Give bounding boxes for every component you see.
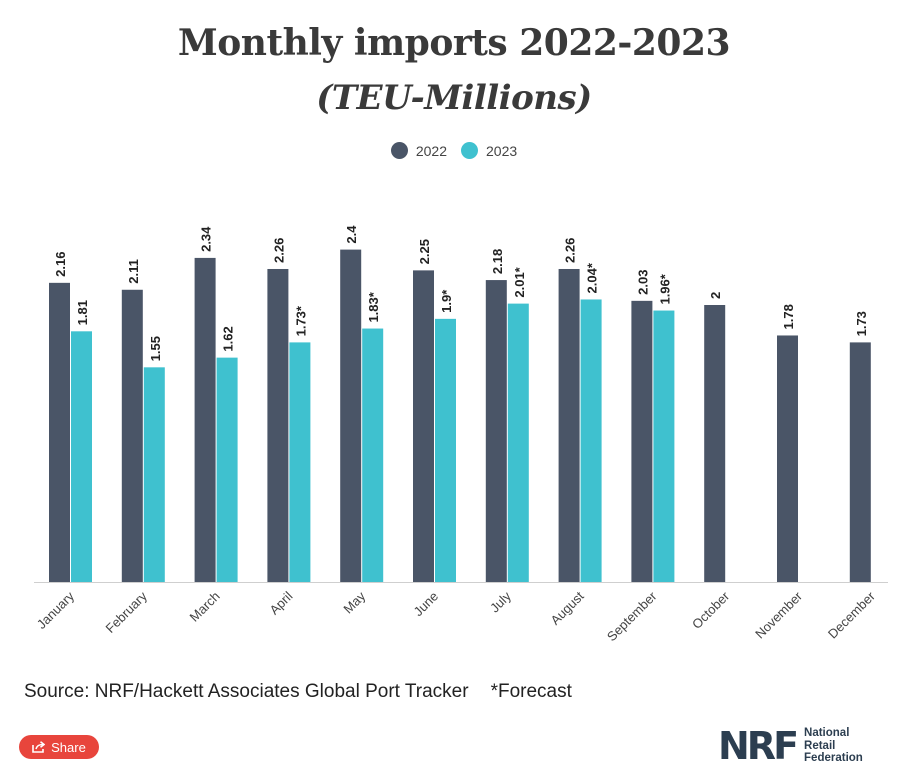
bar-2023-march[interactable] [216, 357, 238, 582]
data-label-2022-february: 2.11 [126, 259, 141, 284]
logo-line-1: National [804, 727, 850, 740]
data-label-2022-december: 1.73 [854, 311, 869, 336]
bar-2023-june[interactable] [435, 318, 456, 582]
legend-label-2022: 2022 [415, 142, 447, 159]
source-text: Source: NRF/Hackett Associates Global Po… [24, 681, 469, 702]
bar-2022-may[interactable] [340, 249, 362, 582]
x-tick-label-november: November [752, 588, 805, 641]
x-tick-label-january: January [34, 588, 78, 632]
data-label-2023-may: 1.83* [366, 291, 381, 322]
bar-2022-june[interactable] [413, 270, 434, 582]
bar-chart: 2.16 1.81 January 2.11 1.55 February 2.34 1.62 M… [34, 225, 888, 644]
data-label-2022-october: 2 [708, 292, 723, 299]
legend-swatch-2022 [390, 142, 408, 159]
data-label-2023-february: 1.55 [148, 336, 163, 361]
bar-2023-february[interactable] [143, 367, 165, 582]
logo-wordmark: National Retail Federation [804, 727, 863, 765]
share-button[interactable]: Share [19, 735, 99, 759]
bar-2022-january[interactable] [49, 282, 70, 582]
x-tick-label-february: February [103, 588, 151, 636]
legend-label-2023: 2023 [486, 142, 518, 159]
data-label-2022-august: 2.26 [563, 238, 578, 263]
source-note: Source: NRF/Hackett Associates Global Po… [24, 681, 572, 703]
x-tick-label-october: October [689, 588, 733, 632]
chart-subtitle: (TEU-Millions) [316, 78, 592, 118]
bar-2022-march[interactable] [194, 257, 216, 582]
bar-2022-august[interactable] [558, 268, 580, 582]
data-label-2022-november: 1.78 [781, 304, 796, 329]
nrf-logo[interactable]: NRF National Retail Federation [718, 727, 863, 765]
data-label-2023-july: 2.01* [512, 266, 527, 297]
data-label-2022-march: 2.34 [199, 226, 214, 252]
legend-item-2022[interactable]: 2022 [390, 142, 447, 159]
data-label-2023-june: 1.9* [439, 289, 454, 313]
bar-2022-april[interactable] [267, 268, 289, 582]
bar-2022-october[interactable] [704, 305, 726, 582]
x-tick-label-december: December [825, 588, 878, 641]
share-icon [32, 741, 46, 753]
data-label-2023-march: 1.62 [221, 326, 236, 351]
bar-2023-april[interactable] [289, 342, 311, 582]
logo-line-3: Federation [804, 752, 863, 765]
bar-2023-august[interactable] [580, 299, 602, 582]
data-label-2023-january: 1.81 [75, 300, 90, 325]
legend-swatch-2023 [461, 142, 478, 159]
x-tick-label-march: March [187, 589, 223, 625]
legend: 2022 2023 [0, 142, 908, 159]
data-label-2022-september: 2.03 [635, 270, 650, 295]
bar-2022-september[interactable] [631, 300, 653, 582]
share-label: Share [51, 739, 86, 755]
bar-2023-may[interactable] [362, 328, 384, 582]
x-tick-label-april: April [267, 588, 296, 617]
bar-2022-july[interactable] [485, 280, 507, 582]
data-label-2023-august: 2.04* [585, 262, 600, 293]
bar-2022-february[interactable] [121, 289, 143, 582]
forecast-note: *Forecast [490, 681, 572, 702]
chart-title: Monthly imports 2022-2023 [177, 22, 731, 64]
bar-2022-december[interactable] [849, 342, 871, 582]
data-label-2022-april: 2.26 [271, 238, 286, 263]
x-tick-label-july: July [487, 588, 514, 615]
x-tick-label-september: September [604, 588, 660, 644]
bar-2023-september[interactable] [653, 310, 675, 582]
data-label-2022-july: 2.18 [490, 249, 505, 274]
data-label-2022-may: 2.4 [344, 225, 359, 244]
data-label-2022-january: 2.16 [53, 252, 68, 277]
legend-item-2023[interactable]: 2023 [461, 142, 517, 159]
logo-line-2: Retail [804, 739, 836, 752]
data-label-2023-april: 1.73* [293, 305, 308, 336]
x-tick-label-may: May [340, 588, 368, 616]
x-tick-label-june: June [411, 589, 442, 620]
bar-2022-november[interactable] [777, 335, 798, 582]
bar-2023-january[interactable] [71, 331, 92, 582]
data-label-2022-june: 2.25 [417, 239, 432, 264]
bar-2023-july[interactable] [507, 303, 529, 582]
data-label-2023-september: 1.96* [657, 273, 672, 304]
x-tick-label-august: August [547, 588, 586, 627]
logo-mark: NRF [718, 724, 799, 768]
